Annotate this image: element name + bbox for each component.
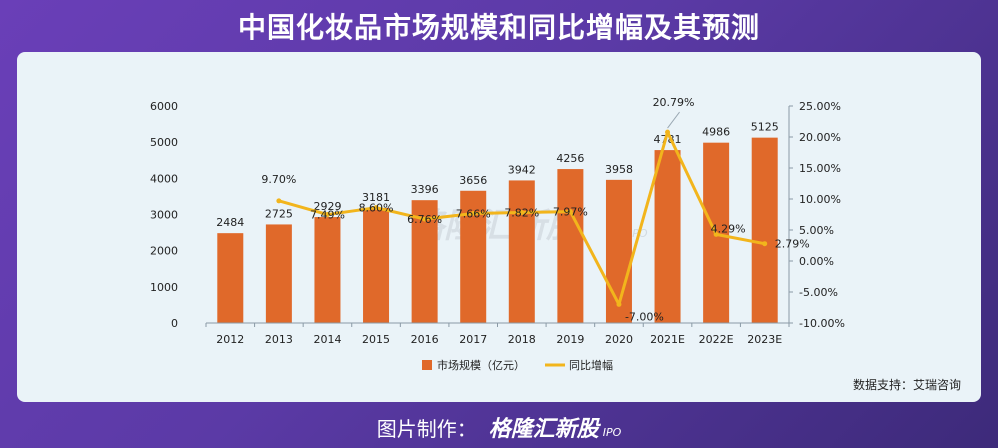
bar-label-2014: 2929 <box>313 200 341 213</box>
x-tick-label: 2012 <box>216 333 244 346</box>
callout-pointer <box>667 111 680 129</box>
x-tick-label: 2014 <box>313 333 341 346</box>
y-right-tick-label: 25.00% <box>799 100 841 113</box>
x-tick-label: 2020 <box>605 333 633 346</box>
x-tick-label: 2013 <box>265 333 293 346</box>
growth-label-2020: -7.00% <box>625 310 664 323</box>
growth-label-2016: 6.76% <box>407 213 442 226</box>
bar-label-2023E: 5125 <box>751 121 779 134</box>
growth-label-2014: 7.49% <box>310 209 345 222</box>
growth-label-2017: 7.66% <box>456 208 491 221</box>
bar-label-2016: 3396 <box>411 183 439 196</box>
bar-label-2015: 3181 <box>362 191 390 204</box>
legend-label-bar: 市场规模（亿元） <box>437 358 525 372</box>
y-right-tick-label: 0.00% <box>799 255 834 268</box>
growth-point-2021E <box>665 129 671 135</box>
y-left-tick-label: 6000 <box>150 100 178 113</box>
y-left-tick-label: 3000 <box>150 209 178 222</box>
bar-label-2022E: 4986 <box>702 126 730 139</box>
y-left-tick-label: 2000 <box>150 245 178 258</box>
chart-title: 中国化妆品市场规模和同比增幅及其预测 <box>237 11 760 44</box>
y-left-tick-label: 1000 <box>150 281 178 294</box>
bar-label-2020: 3958 <box>605 163 633 176</box>
growth-label-2021E: 20.79% <box>653 96 695 109</box>
chart-panel: 格隆汇新股 IPO 2484 2725 2929 3181 3396 3656 3942 425… <box>17 52 981 402</box>
growth-label-2023E: 2.79% <box>775 238 810 251</box>
y-right-tick-label: 5.00% <box>799 224 834 237</box>
growth-point-2015 <box>373 205 379 211</box>
bar-label-2019: 4256 <box>556 152 584 165</box>
x-tick-label: 2022E <box>699 333 734 346</box>
bar-label-2021E: 4781 <box>654 133 682 146</box>
y-right-tick-label: -10.00% <box>799 317 845 330</box>
bar-2012 <box>217 233 244 323</box>
x-tick-label: 2021E <box>650 333 685 346</box>
y-right-tick-label: -5.00% <box>799 286 838 299</box>
growth-point-2022E <box>713 231 719 237</box>
x-tick-label: 2015 <box>362 333 390 346</box>
y-left-tick-label: 4000 <box>150 172 178 185</box>
x-tick-label: 2018 <box>508 333 536 346</box>
footer-brand-sub: IPO <box>602 425 622 439</box>
bar-label-2017: 3656 <box>459 174 487 187</box>
bar-label-2018: 3942 <box>508 163 536 176</box>
growth-label-2018: 7.82% <box>504 207 539 220</box>
legend: 市场规模（亿元） 同比增幅 <box>422 358 613 372</box>
bar-label-2012: 2484 <box>216 216 244 229</box>
bar-label-2013: 2725 <box>265 207 293 220</box>
growth-point-2017 <box>470 211 476 217</box>
bar-2014 <box>314 217 341 323</box>
data-source: 数据支持：艾瑞咨询 <box>853 377 961 392</box>
growth-point-2018 <box>519 210 525 216</box>
bar-2018 <box>508 180 535 323</box>
axes-group: 2012 2013 2014 2015 2016 2017 2018 2019 2020 2021… <box>150 100 845 346</box>
growth-point-2014 <box>324 212 330 218</box>
growth-point-2023E <box>762 241 768 247</box>
growth-point-2020 <box>616 301 622 307</box>
growth-point-2016 <box>422 216 428 222</box>
x-tick-label: 2023E <box>747 333 782 346</box>
y-left-tick-label: 0 <box>171 317 178 330</box>
footer: 图片制作： 格隆汇新股 IPO <box>0 406 998 448</box>
header: 中国化妆品市场规模和同比增幅及其预测 <box>0 0 998 52</box>
footer-label: 图片制作： <box>376 416 477 441</box>
x-tick-label: 2016 <box>411 333 439 346</box>
y-left-tick-label: 5000 <box>150 136 178 149</box>
y-right-tick-label: 15.00% <box>799 162 841 175</box>
legend-swatch-bar <box>422 360 432 370</box>
bar-2019 <box>557 169 584 323</box>
growth-line-group: 9.70% 7.49% 8.60% 6.76% 7.66% 7.82% 7.97% -7.00… <box>261 96 809 323</box>
x-tick-label: 2019 <box>556 333 584 346</box>
chart-svg: 格隆汇新股 IPO 2484272529293181339636563942425… <box>150 96 961 392</box>
growth-point-2019 <box>567 209 573 215</box>
y-right-tick-label: 20.00% <box>799 131 841 144</box>
growth-label-2022E: 4.29% <box>711 222 746 235</box>
bar-2013 <box>265 224 292 323</box>
growth-label-2019: 7.97% <box>553 206 588 219</box>
y-right-tick-label: 10.00% <box>799 193 841 206</box>
growth-point-2013 <box>276 198 282 204</box>
growth-label-2015: 8.60% <box>359 202 394 215</box>
growth-label-2013: 9.70% <box>261 173 296 186</box>
footer-brand: 格隆汇新股 <box>488 417 599 442</box>
bar-2021E <box>654 150 681 323</box>
bar-2023E <box>751 137 778 323</box>
legend-label-line: 同比增幅 <box>569 358 613 372</box>
x-tick-label: 2017 <box>459 333 487 346</box>
bar-2015 <box>363 207 390 323</box>
